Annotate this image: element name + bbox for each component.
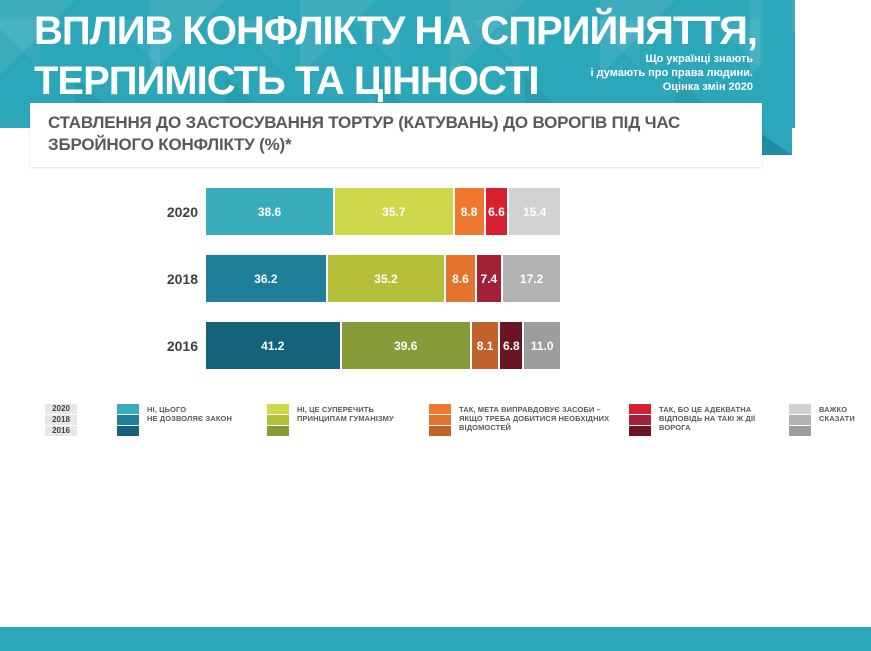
chart-title-banner: СТАВЛЕННЯ ДО ЗАСТОСУВАННЯ ТОРТУР (КАТУВА…	[30, 103, 762, 167]
bar-segment: 8.8	[454, 188, 484, 235]
bar-value-label: 15.4	[522, 204, 547, 219]
ribbon-fold	[762, 0, 792, 155]
bar-segment: 8.1	[472, 322, 499, 369]
header-band: ВПЛИВ КОНФЛІКТУ НА СПРИЙНЯТТЯ, ТЕРПИМІСТ…	[0, 0, 795, 128]
bar-row-2020: 2020 38.6 35.7 8.8 6.6 15.4	[0, 188, 620, 235]
legend-item: НІ, ЦЕ СУПЕРЕЧИТЬ ПРИНЦИПАМ ГУМАНІЗМУ	[267, 404, 429, 437]
chart-title: СТАВЛЕННЯ ДО ЗАСТОСУВАННЯ ТОРТУР (КАТУВА…	[48, 113, 681, 154]
bar-segment: 8.6	[446, 255, 475, 302]
bar-row-2018: 2018 36.2 35.2 8.6 7.4 17.2	[0, 255, 620, 302]
legend-swatch	[789, 415, 811, 425]
legend-swatch	[629, 415, 651, 425]
bar-track: 41.2 39.6 8.1 6.8 11.0	[206, 322, 560, 369]
legend-item-label: ВАЖКО СКАЗАТИ	[819, 405, 855, 423]
bar-value-label: 6.8	[502, 338, 520, 353]
legend-swatch	[267, 426, 289, 436]
bar-segment: 17.2	[503, 255, 561, 302]
bar-value-label: 6.6	[488, 204, 505, 219]
stacked-bar-chart: 2020 38.6 35.7 8.8 6.6 15.4 2018 36.2 35.2 8.6 7.4…	[0, 188, 620, 389]
legend-year-label: 2018	[45, 415, 77, 425]
legend-swatch-stack	[429, 404, 451, 437]
legend-swatch	[789, 404, 811, 414]
bar-value-label: 35.2	[374, 271, 398, 286]
bar-segment: 35.2	[327, 255, 445, 302]
bar-value-label: 7.4	[480, 271, 498, 286]
category-label: 2018	[166, 270, 198, 287]
bar-segment: 11.0	[524, 322, 560, 369]
legend-swatch-stack	[117, 404, 139, 437]
legend-swatch	[117, 415, 139, 425]
legend-years: 2020 2018 2016	[45, 404, 77, 437]
bar-segment: 7.4	[476, 255, 502, 302]
legend-item-label: ТАК, МЕТА ВИПРАВДОВУЄ ЗАСОБИ – ЯКЩО ТРЕБ…	[459, 405, 610, 432]
legend-year-label: 2016	[45, 426, 77, 436]
bar-segment: 15.4	[509, 188, 561, 235]
legend-year-label: 2020	[45, 404, 77, 414]
bar-value-label: 17.2	[519, 271, 544, 286]
legend-swatch	[789, 426, 811, 436]
bar-segment: 35.7	[335, 188, 453, 235]
bar-track: 38.6 35.7 8.8 6.6 15.4	[206, 188, 561, 235]
bar-value-label: 8.1	[476, 338, 494, 353]
legend-swatch	[629, 404, 651, 414]
bar-segment: 39.6	[341, 322, 470, 369]
bar-segment: 41.2	[206, 322, 340, 369]
legend-swatch	[117, 426, 139, 436]
bar-value-label: 38.6	[257, 204, 282, 219]
legend-item-label: НІ, ЦЬОГО НЕ ДОЗВОЛЯЄ ЗАКОН	[147, 405, 232, 423]
legend-swatch	[117, 404, 139, 414]
legend-item: НІ, ЦЬОГО НЕ ДОЗВОЛЯЄ ЗАКОН	[117, 404, 267, 437]
bar-segment: 6.6	[485, 188, 508, 235]
bar-row-2016: 2016 41.2 39.6 8.1 6.8 11.0	[0, 322, 620, 369]
page-title-line1: ВПЛИВ КОНФЛІКТУ НА СПРИЙНЯТТЯ,	[34, 9, 758, 53]
category-label: 2016	[166, 337, 198, 354]
bar-value-label: 41.2	[261, 338, 285, 353]
bar-value-label: 11.0	[530, 338, 554, 353]
legend-swatch-stack	[629, 404, 651, 437]
bar-track: 36.2 35.2 8.6 7.4 17.2	[206, 255, 561, 302]
bar-value-label: 8.8	[460, 204, 478, 219]
legend-swatch	[629, 426, 651, 436]
legend-swatch	[267, 404, 289, 414]
legend-swatch	[429, 426, 451, 436]
legend-swatch	[267, 415, 289, 425]
legend-item: ВАЖКО СКАЗАТИ	[789, 404, 871, 437]
bar-segment: 38.6	[206, 188, 334, 235]
report-tagline: Що українці знають і думають про права л…	[590, 53, 754, 93]
legend-item: ТАК, БО ЦЕ АДЕКВАТНА ВІДПОВІДЬ НА ТАКІ Ж…	[629, 404, 789, 437]
bar-segment: 36.2	[206, 255, 326, 302]
legend-swatch	[429, 415, 451, 425]
legend-swatch-stack	[267, 404, 289, 437]
bar-value-label: 36.2	[254, 271, 278, 286]
category-label: 2020	[166, 203, 198, 220]
bar-segment: 6.8	[500, 322, 523, 369]
bar-value-label: 8.6	[452, 271, 469, 286]
page-title-line2: ТЕРПИМІСТЬ ТА ЦІННОСТІ	[34, 59, 539, 103]
legend-item-label: ТАК, БО ЦЕ АДЕКВАТНА ВІДПОВІДЬ НА ТАКІ Ж…	[659, 405, 756, 432]
legend-item-label: НІ, ЦЕ СУПЕРЕЧИТЬ ПРИНЦИПАМ ГУМАНІЗМУ	[297, 405, 394, 423]
page-title: ВПЛИВ КОНФЛІКТУ НА СПРИЙНЯТТЯ, ТЕРПИМІСТ…	[34, 6, 758, 106]
legend-swatch	[429, 404, 451, 414]
chart-legend: 2020 2018 2016 НІ, ЦЬОГО НЕ ДОЗВОЛЯЄ ЗАКОН Н…	[45, 404, 871, 437]
footer-strip	[0, 627, 871, 651]
legend-swatch-stack	[789, 404, 811, 437]
bar-value-label: 39.6	[394, 338, 418, 353]
bar-value-label: 35.7	[382, 204, 406, 219]
legend-item: ТАК, МЕТА ВИПРАВДОВУЄ ЗАСОБИ – ЯКЩО ТРЕБ…	[429, 404, 629, 437]
